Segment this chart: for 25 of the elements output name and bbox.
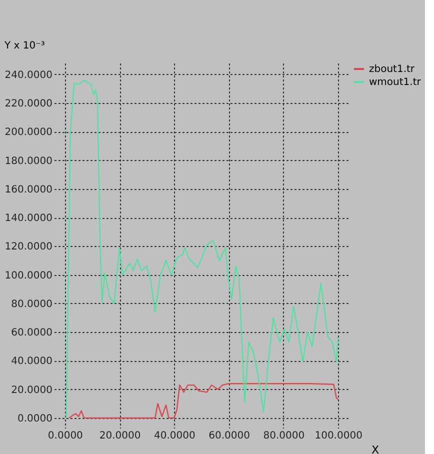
y-tick-label: 100.0000 [4, 270, 52, 282]
x-tick-label: 80.0000 [263, 430, 305, 442]
line-series [66, 80, 339, 419]
y-tick-label: 240.0000 [4, 70, 52, 81]
x-axis-title: X [372, 444, 380, 454]
y-axis-title: Y x 10⁻³ [4, 40, 45, 52]
y-tick-label: 60.0000 [11, 328, 52, 339]
x-tick-label: 60.0000 [208, 430, 250, 442]
y-tick-label: 220.0000 [4, 98, 52, 110]
x-tick-label: 100.0000 [314, 430, 362, 442]
y-tick-label: 80.0000 [11, 298, 52, 310]
y-tick-label: 140.0000 [4, 213, 52, 224]
line-series [68, 383, 339, 419]
y-tick-label: 0.0000 [18, 413, 52, 424]
y-tick-label: 160.0000 [4, 184, 52, 196]
x-tick-label: 40.0000 [154, 430, 196, 442]
y-tick-label: 180.0000 [4, 156, 52, 167]
x-tick-label: 0.0000 [48, 430, 83, 442]
x-tick-label: 20.0000 [99, 430, 141, 442]
y-tick-label: 200.0000 [4, 127, 52, 138]
y-tick-label: 20.0000 [11, 384, 52, 396]
legend-label: zbout1.tr [369, 64, 416, 75]
y-tick-label: 120.0000 [4, 242, 52, 253]
y-tick-label: 40.0000 [11, 356, 52, 368]
legend-label: wmout1.tr [369, 77, 422, 88]
